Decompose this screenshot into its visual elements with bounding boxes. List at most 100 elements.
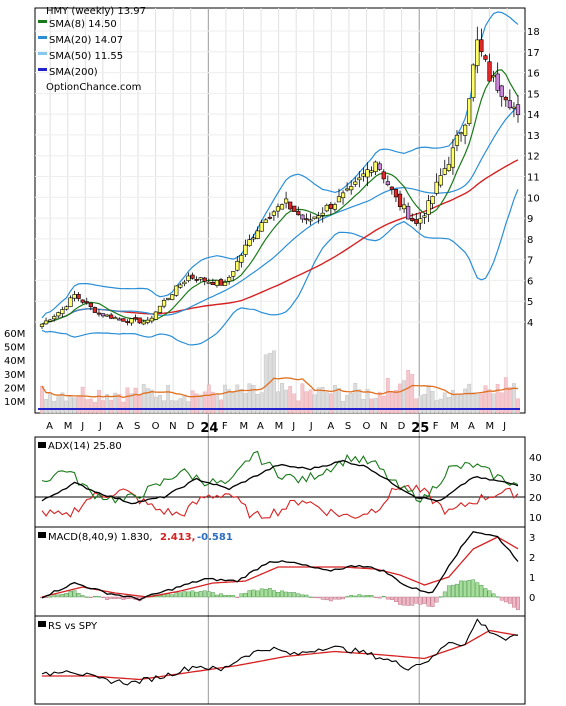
macd-histogram-bar xyxy=(434,596,439,603)
upper-band-line xyxy=(41,11,519,319)
price-axis: 4 5 6 7 8 9 10 11 12 13 14 15 16 17 18 xyxy=(35,27,540,329)
macd-histogram-bar xyxy=(337,596,341,600)
macd-histogram-bar xyxy=(288,592,293,598)
volume-bar xyxy=(516,398,520,414)
candle-body xyxy=(88,302,93,307)
candle-body xyxy=(259,222,264,232)
volume-bar xyxy=(56,396,61,414)
volume-bar xyxy=(377,391,382,414)
price-tick-label: 9 xyxy=(527,214,533,225)
candle-body xyxy=(340,192,346,199)
adx-tick-label: 30 xyxy=(529,473,542,484)
candle-body xyxy=(406,206,411,220)
macd-histogram-bar xyxy=(377,596,382,599)
candle-body xyxy=(39,323,45,327)
volume-bar xyxy=(174,400,179,414)
candle-body xyxy=(279,204,285,210)
macd-histogram-bar xyxy=(328,596,333,602)
volume-bar xyxy=(178,398,183,414)
lower-band-line xyxy=(41,189,519,346)
x-tick-label: M xyxy=(450,421,459,432)
volume-bar xyxy=(455,395,459,414)
volume-bar xyxy=(512,383,516,414)
macd-histogram-bar xyxy=(361,595,366,598)
macd-histogram-bar xyxy=(263,588,268,598)
volume-bar xyxy=(162,400,166,414)
macd-histogram-bar xyxy=(467,580,472,598)
macd-histogram-bar xyxy=(300,594,305,598)
candle-body xyxy=(300,214,305,220)
candle-body xyxy=(218,279,224,286)
volume-bar xyxy=(495,383,500,414)
macd-histogram-bar xyxy=(324,596,329,601)
candle-body xyxy=(365,169,370,178)
x-tick-label: O xyxy=(152,421,160,432)
macd-histogram-bar xyxy=(402,596,406,606)
macd-histogram-bar xyxy=(97,596,101,598)
volume-bar xyxy=(426,384,431,414)
candle-body xyxy=(332,204,338,210)
candle-body xyxy=(463,124,468,136)
volume-bar xyxy=(227,389,232,414)
volume-tick-label: 30M xyxy=(4,370,25,381)
price-tick-label: 5 xyxy=(527,297,533,308)
candle-body xyxy=(454,134,460,146)
macd-histogram-bar xyxy=(345,596,350,598)
macd-axis: 0 1 2 3 xyxy=(529,533,535,604)
macd-histogram-bar xyxy=(422,596,427,604)
volume-bar xyxy=(97,390,101,414)
candle-body xyxy=(227,276,232,282)
x-tick-label: J xyxy=(80,421,84,432)
volume-bar xyxy=(402,380,406,414)
rs-panel: RS vs SPY xyxy=(34,615,526,705)
price-tick-label: 11 xyxy=(527,173,540,184)
macd-histogram-bar xyxy=(247,590,252,598)
volume-bar xyxy=(109,399,114,414)
volume-bar xyxy=(434,400,439,414)
macd-histogram-bar xyxy=(182,591,187,598)
macd-histogram-bar xyxy=(426,596,431,607)
volume-bar xyxy=(80,386,85,414)
candle-body xyxy=(495,73,500,91)
candle-body xyxy=(214,280,220,286)
candle-body xyxy=(316,215,321,219)
candle-body xyxy=(430,196,435,205)
macd-tick-label: 2 xyxy=(529,553,535,564)
macd-histogram-bar xyxy=(109,596,114,599)
minus-di-line xyxy=(41,484,519,519)
volume-bar xyxy=(276,391,280,414)
macd-histogram-bar xyxy=(76,593,81,598)
legend-swatch-sma8 xyxy=(38,20,47,23)
macd-histogram-bar xyxy=(60,593,65,598)
volume-bar xyxy=(72,397,77,414)
volume-bar xyxy=(381,395,386,414)
macd-histogram-bar xyxy=(475,582,480,598)
volume-bar xyxy=(251,385,256,414)
volume-bar xyxy=(255,394,260,414)
volume-bar xyxy=(125,387,130,414)
macd-histogram-bar xyxy=(491,593,496,598)
candle-body xyxy=(450,147,456,168)
candle-body xyxy=(235,261,240,271)
macd-histogram-bar xyxy=(113,596,118,600)
x-tick-label: A xyxy=(257,421,264,432)
price-tick-label: 15 xyxy=(527,89,540,100)
volume-bar xyxy=(337,388,341,414)
macd-histogram-bar xyxy=(381,596,386,598)
volume-bar xyxy=(231,392,236,414)
candle-body xyxy=(275,206,281,212)
volume-bar xyxy=(308,389,313,414)
candle-body xyxy=(206,281,211,284)
macd-histogram-bar xyxy=(455,583,459,598)
volume-bar xyxy=(117,394,122,414)
volume-bar xyxy=(271,350,276,414)
candle-body xyxy=(349,186,354,191)
volume-bar xyxy=(430,391,435,414)
candle-body xyxy=(442,168,447,175)
volume-bar xyxy=(223,384,227,414)
macd-histogram-bar xyxy=(312,596,317,599)
volume-bar xyxy=(459,394,463,414)
candle-body xyxy=(373,161,378,172)
volume-bar xyxy=(215,393,219,414)
